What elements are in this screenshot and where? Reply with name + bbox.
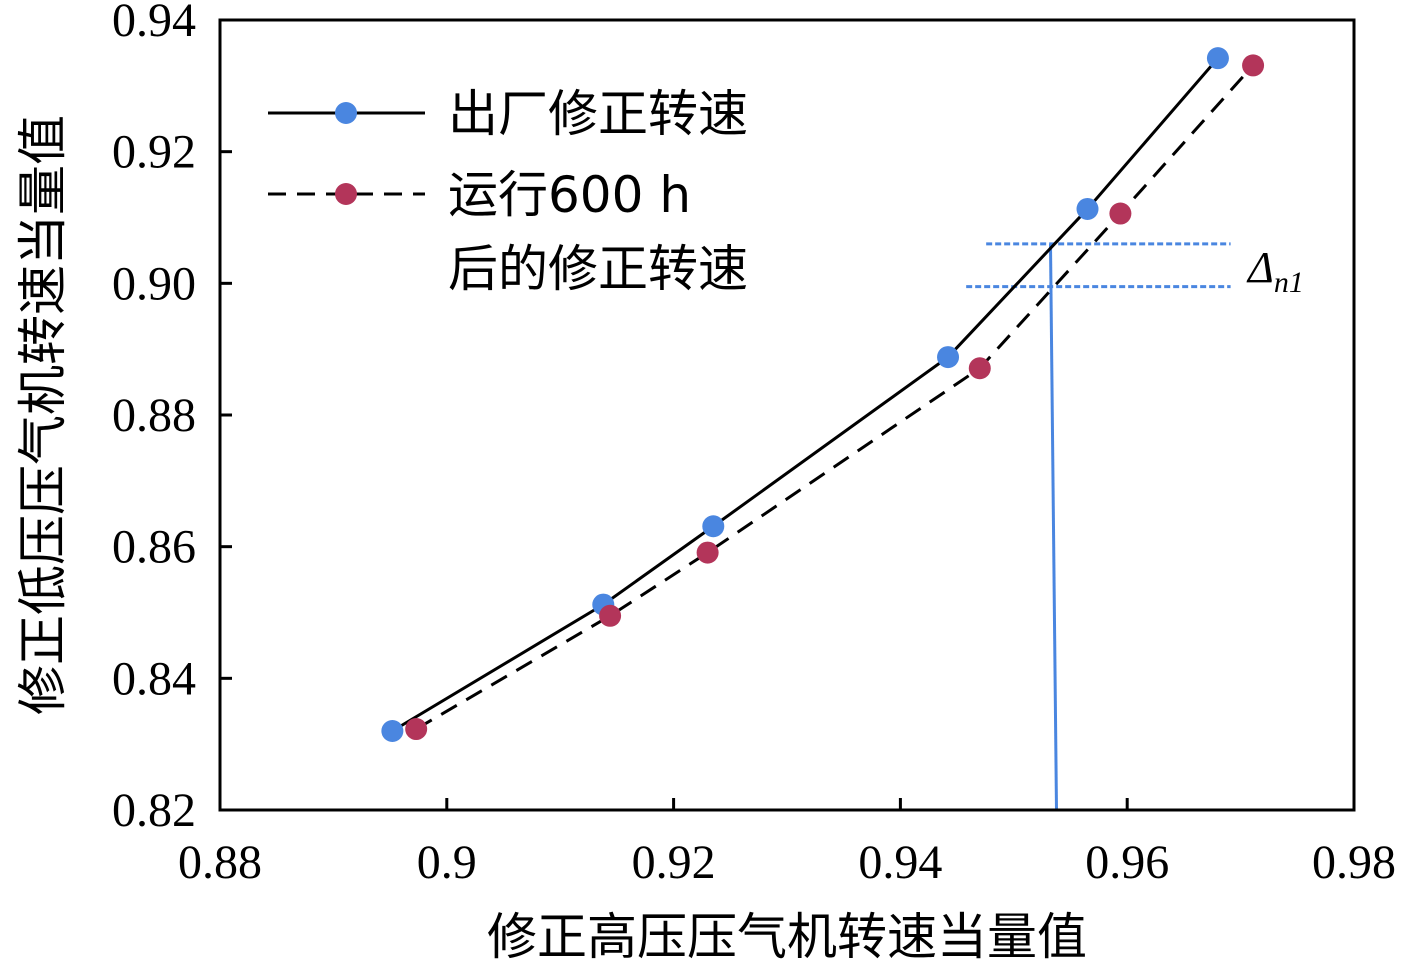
data-point-600h <box>1109 202 1132 225</box>
y-tick-label: 0.84 <box>112 652 196 705</box>
legend: 出厂修正转速 运行600 h 后的修正转速 <box>268 85 748 298</box>
legend-marker-factory <box>335 102 357 124</box>
legend-label-600h-line1: 运行600 h <box>448 166 691 224</box>
legend-marker-600h <box>335 183 357 205</box>
x-tick-label: 0.94 <box>858 836 942 889</box>
series-layer <box>381 47 1265 742</box>
y-tick-label: 0.88 <box>112 389 196 442</box>
x-tick-label: 0.96 <box>1085 836 1169 889</box>
legend-label-600h-line2: 后的修正转速 <box>448 240 748 298</box>
series-line-factory <box>391 57 1220 733</box>
legend-label-factory: 出厂修正转速 <box>448 85 748 143</box>
data-point-600h <box>405 718 428 741</box>
x-tick-label: 0.98 <box>1312 836 1396 889</box>
x-axis-title: 修正高压压气机转速当量值 <box>487 908 1087 963</box>
series-line-600h <box>415 64 1255 731</box>
data-point-factory <box>1206 47 1229 70</box>
delta-label: Δn1 <box>1246 243 1304 299</box>
y-tick-label: 0.82 <box>112 784 196 837</box>
y-tick-label: 0.90 <box>112 257 196 310</box>
data-point-factory <box>381 720 404 742</box>
y-axis-title: 修正低压压气机转速当量值 <box>14 115 72 715</box>
x-tick-label: 0.9 <box>417 836 477 889</box>
y-axis: 0.82 0.84 0.86 0.88 0.90 0.92 0.94 <box>112 0 232 837</box>
y-tick-label: 0.94 <box>112 0 196 47</box>
y-tick-label: 0.92 <box>112 126 196 179</box>
delta-annotation: Δn1 <box>966 242 1304 811</box>
y-tick-label: 0.86 <box>112 521 196 574</box>
x-tick-label: 0.88 <box>178 836 262 889</box>
x-axis: 0.88 0.9 0.92 0.94 0.96 0.98 <box>178 798 1396 889</box>
delta-vertical-line <box>1048 243 1058 811</box>
data-point-factory <box>1076 197 1099 220</box>
plot-frame <box>218 18 1356 812</box>
data-point-600h <box>1242 54 1265 77</box>
data-point-600h <box>968 357 991 380</box>
data-point-600h <box>599 604 622 627</box>
data-point-factory <box>702 515 725 538</box>
data-point-factory <box>937 346 960 369</box>
x-tick-label: 0.92 <box>632 836 716 889</box>
data-point-600h <box>696 541 719 564</box>
